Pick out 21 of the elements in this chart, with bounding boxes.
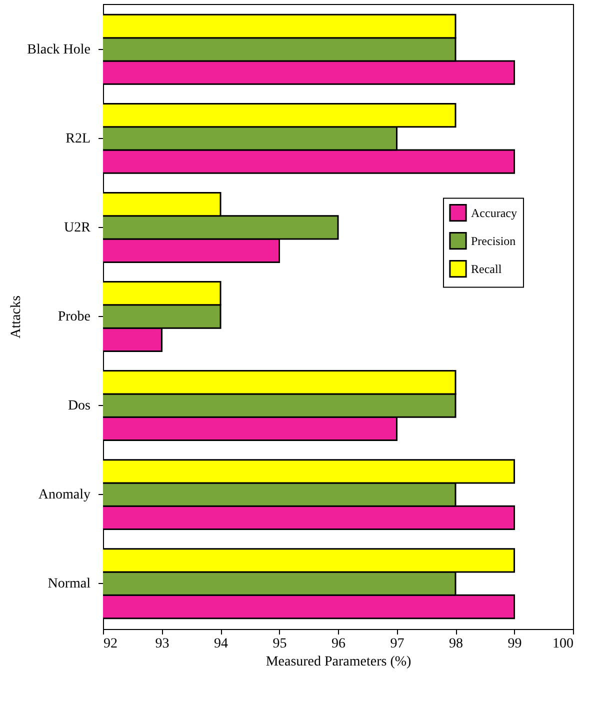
x-tick-label: 97	[390, 636, 404, 652]
y-tick-label: Anomaly	[38, 488, 90, 503]
x-tick-label: 99	[508, 636, 522, 652]
legend-label: Accuracy	[471, 206, 517, 220]
y-axis-title: Attacks	[9, 296, 24, 338]
y-tick-label: Probe	[58, 310, 90, 324]
y-tick-label: U2R	[64, 220, 92, 236]
legend-label: Recall	[471, 262, 502, 276]
y-tick-label: Normal	[48, 576, 91, 592]
x-tick-label: 92	[104, 636, 118, 652]
y-tick-label: Black Hole	[27, 42, 90, 58]
x-tick-label: 98	[449, 636, 463, 652]
x-tick-label: 96	[332, 636, 346, 652]
legend-label: Precision	[471, 234, 516, 248]
y-tick-label: Dos	[68, 398, 90, 414]
x-axis-title: Measured Parameters (%)	[266, 654, 412, 670]
x-tick-label: 93	[155, 636, 170, 652]
x-tick-label: 94	[214, 636, 228, 652]
x-tick-label: 100	[552, 636, 574, 652]
x-tick-label: 95	[272, 636, 287, 652]
y-tick-label: R2L	[66, 131, 90, 146]
